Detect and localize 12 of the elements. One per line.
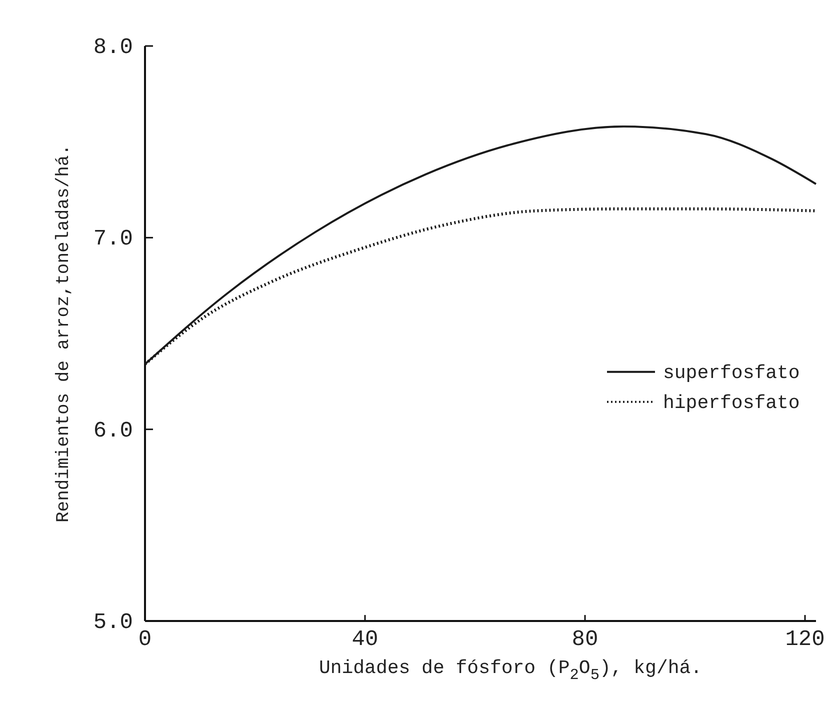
y-tick-label: 6.0	[93, 418, 133, 444]
x-tick-label: 120	[785, 627, 825, 652]
y-tick-label: 5.0	[93, 610, 133, 635]
legend-label: superfosfato	[663, 362, 800, 384]
y-axis-title: Rendimientos de arroz,toneladas/há.	[54, 144, 74, 523]
x-tick-label: 80	[572, 627, 598, 652]
y-tick-label: 7.0	[93, 226, 133, 252]
y-tick-label: 8.0	[93, 35, 133, 60]
legend-label: hiperfosfato	[663, 392, 800, 414]
x-axis-title: Unidades de fósforo (P$_{2}$O$_{5}$), kg/há.	[318, 657, 702, 684]
x-tick-label: 40	[352, 627, 378, 652]
x-tick-label: 0	[138, 627, 152, 652]
